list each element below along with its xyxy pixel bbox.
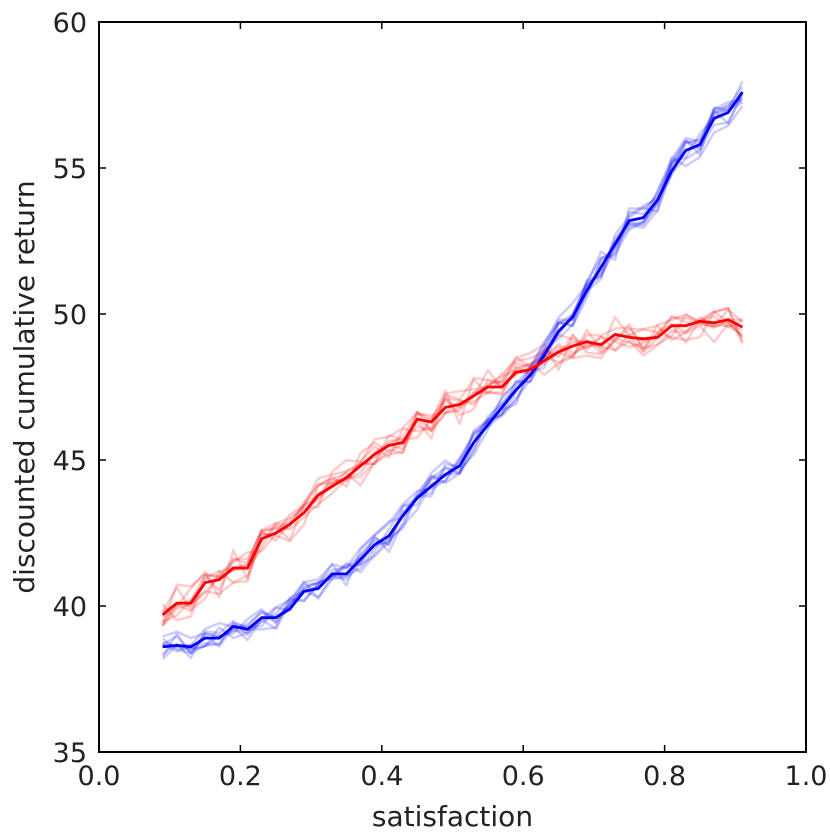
x-tick-label: 0.8 <box>643 761 686 792</box>
y-tick-label: 40 <box>53 592 87 623</box>
run-line-1 <box>161 310 744 622</box>
plot-frame <box>98 21 807 753</box>
run-line-1 <box>162 308 744 613</box>
x-tick-label: 0.4 <box>360 761 403 792</box>
y-tick-label: 60 <box>53 8 87 39</box>
run-line-1 <box>161 314 743 626</box>
run-line-1 <box>162 314 744 624</box>
faint-run-lines <box>161 80 744 661</box>
axis-ticks: 0.0 0.2 0.4 0.6 0.8 1.0 35 40 45 50 55 60 <box>53 8 828 792</box>
y-tick-label: 55 <box>53 154 87 185</box>
x-tick-label: 0.2 <box>219 761 262 792</box>
x-axis-label: satisfaction <box>372 800 533 833</box>
run-line-1 <box>161 316 744 613</box>
y-tick-label: 50 <box>53 300 87 331</box>
series-line-0 <box>162 91 744 649</box>
x-tick-label: 0.0 <box>78 761 121 792</box>
mean-lines <box>161 91 744 649</box>
run-line-0 <box>162 101 743 651</box>
x-tick-label: 1.0 <box>785 761 828 792</box>
x-tick-label: 0.6 <box>502 761 545 792</box>
run-line-0 <box>162 92 744 653</box>
y-tick-label: 35 <box>53 738 87 769</box>
run-line-0 <box>162 93 744 651</box>
y-tick-label: 45 <box>53 446 87 477</box>
y-axis-label: discounted cumulative return <box>8 180 41 593</box>
series-line-1 <box>161 318 744 616</box>
